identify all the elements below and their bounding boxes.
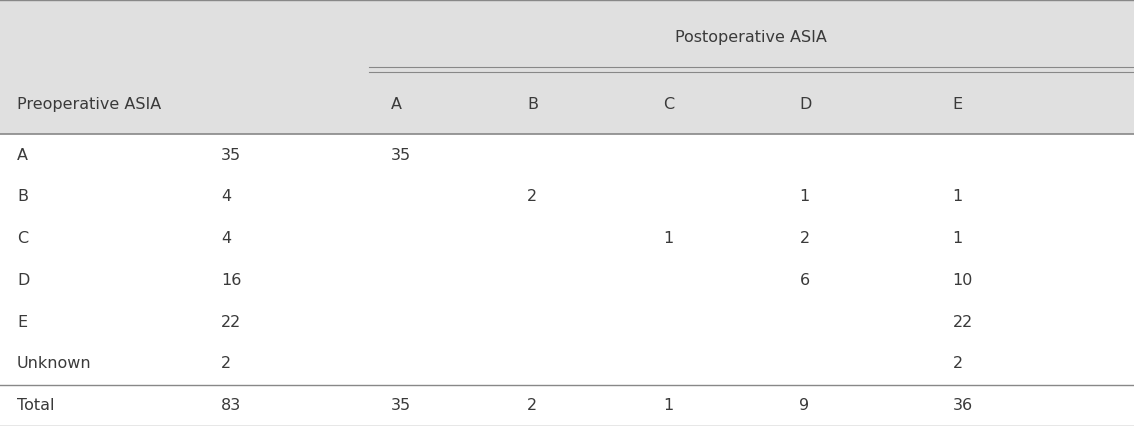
Text: 2: 2 <box>527 398 538 413</box>
Text: Unknown: Unknown <box>17 356 92 371</box>
Text: 1: 1 <box>799 189 810 204</box>
Text: 1: 1 <box>953 231 963 246</box>
Text: E: E <box>17 314 27 330</box>
Text: D: D <box>17 273 29 288</box>
Text: 2: 2 <box>221 356 231 371</box>
Text: 1: 1 <box>953 189 963 204</box>
Text: 10: 10 <box>953 273 973 288</box>
Bar <box>0 0 1134 134</box>
Text: 35: 35 <box>391 147 412 163</box>
Bar <box>0 134 1134 426</box>
Text: D: D <box>799 97 812 112</box>
Text: A: A <box>391 97 403 112</box>
Text: 35: 35 <box>221 147 242 163</box>
Text: 4: 4 <box>221 231 231 246</box>
Text: 2: 2 <box>799 231 810 246</box>
Text: A: A <box>17 147 28 163</box>
Text: E: E <box>953 97 963 112</box>
Text: Preoperative ASIA: Preoperative ASIA <box>17 97 161 112</box>
Text: Postoperative ASIA: Postoperative ASIA <box>676 30 827 45</box>
Text: C: C <box>663 97 675 112</box>
Text: 2: 2 <box>527 189 538 204</box>
Text: 6: 6 <box>799 273 810 288</box>
Text: 22: 22 <box>953 314 973 330</box>
Text: 1: 1 <box>663 231 674 246</box>
Text: 9: 9 <box>799 398 810 413</box>
Text: 2: 2 <box>953 356 963 371</box>
Text: 16: 16 <box>221 273 242 288</box>
Text: B: B <box>17 189 28 204</box>
Text: 22: 22 <box>221 314 242 330</box>
Text: 1: 1 <box>663 398 674 413</box>
Text: C: C <box>17 231 28 246</box>
Text: 4: 4 <box>221 189 231 204</box>
Text: 36: 36 <box>953 398 973 413</box>
Text: 83: 83 <box>221 398 242 413</box>
Text: 35: 35 <box>391 398 412 413</box>
Text: B: B <box>527 97 539 112</box>
Text: Total: Total <box>17 398 54 413</box>
